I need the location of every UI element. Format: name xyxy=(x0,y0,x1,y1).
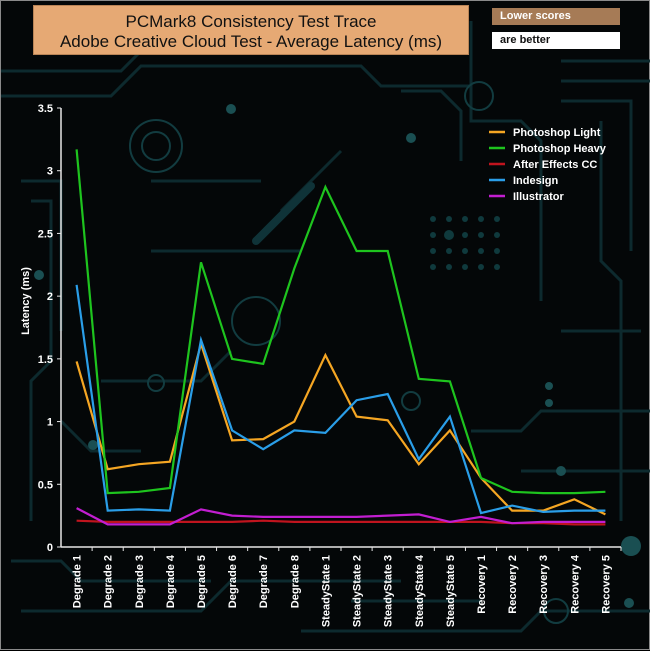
legend-label: Photoshop Light xyxy=(513,127,601,139)
series-line-1 xyxy=(75,149,606,495)
x-tick-label: Degrade 8 xyxy=(289,555,301,608)
x-tick-label: Degrade 6 xyxy=(227,555,239,608)
legend-label: Illustrator xyxy=(513,191,564,203)
x-tick-label: Degrade 3 xyxy=(134,555,146,608)
y-tick-label: 2.5 xyxy=(38,228,53,240)
note-are-better: are better xyxy=(492,32,620,49)
x-tick-label: Recovery 2 xyxy=(507,555,519,614)
x-tick-label: SteadyState 2 xyxy=(352,555,364,627)
x-tick-label: Degrade 4 xyxy=(165,554,177,608)
chart-title-line-2: Adobe Creative Cloud Test - Average Late… xyxy=(59,32,443,51)
chart-title-box: PCMark8 Consistency Test Trace Adobe Cre… xyxy=(33,5,469,55)
x-tick-label: Degrade 2 xyxy=(103,555,115,608)
x-tick-label: SteadyState 5 xyxy=(445,555,457,627)
y-tick-label: 0.5 xyxy=(38,479,53,491)
x-tick-label: SteadyState 1 xyxy=(320,555,332,627)
y-tick-label: 1.5 xyxy=(38,354,53,366)
x-tick-label: Recovery 5 xyxy=(600,555,612,614)
x-tick-label: SteadyState 4 xyxy=(414,554,426,627)
y-axis-label: Latency (ms) xyxy=(20,267,32,335)
x-tick-label: Recovery 3 xyxy=(538,555,550,614)
series-line-4 xyxy=(76,507,606,526)
x-tick-label: SteadyState 3 xyxy=(383,555,395,627)
legend-label: After Effects CC xyxy=(513,159,597,171)
y-tick-label: 3.5 xyxy=(38,103,53,115)
y-tick-label: 2 xyxy=(47,291,53,303)
note-lower-scores: Lower scores xyxy=(492,8,620,25)
chart-title-line-1: PCMark8 Consistency Test Trace xyxy=(125,12,377,31)
series-line-0 xyxy=(75,339,606,516)
x-tick-label: Degrade 7 xyxy=(258,555,270,608)
y-tick-label: 1 xyxy=(47,417,53,429)
y-tick-label: 0 xyxy=(47,542,53,554)
x-tick-label: Degrade 5 xyxy=(196,555,208,608)
y-tick-label: 3 xyxy=(47,166,53,178)
legend-label: Indesign xyxy=(513,175,559,187)
x-tick-label: Degrade 1 xyxy=(72,555,84,608)
x-tick-label: Recovery 4 xyxy=(569,554,581,614)
series-line-3 xyxy=(75,284,606,515)
legend-label: Photoshop Heavy xyxy=(513,143,607,155)
x-tick-label: Recovery 1 xyxy=(476,555,488,614)
